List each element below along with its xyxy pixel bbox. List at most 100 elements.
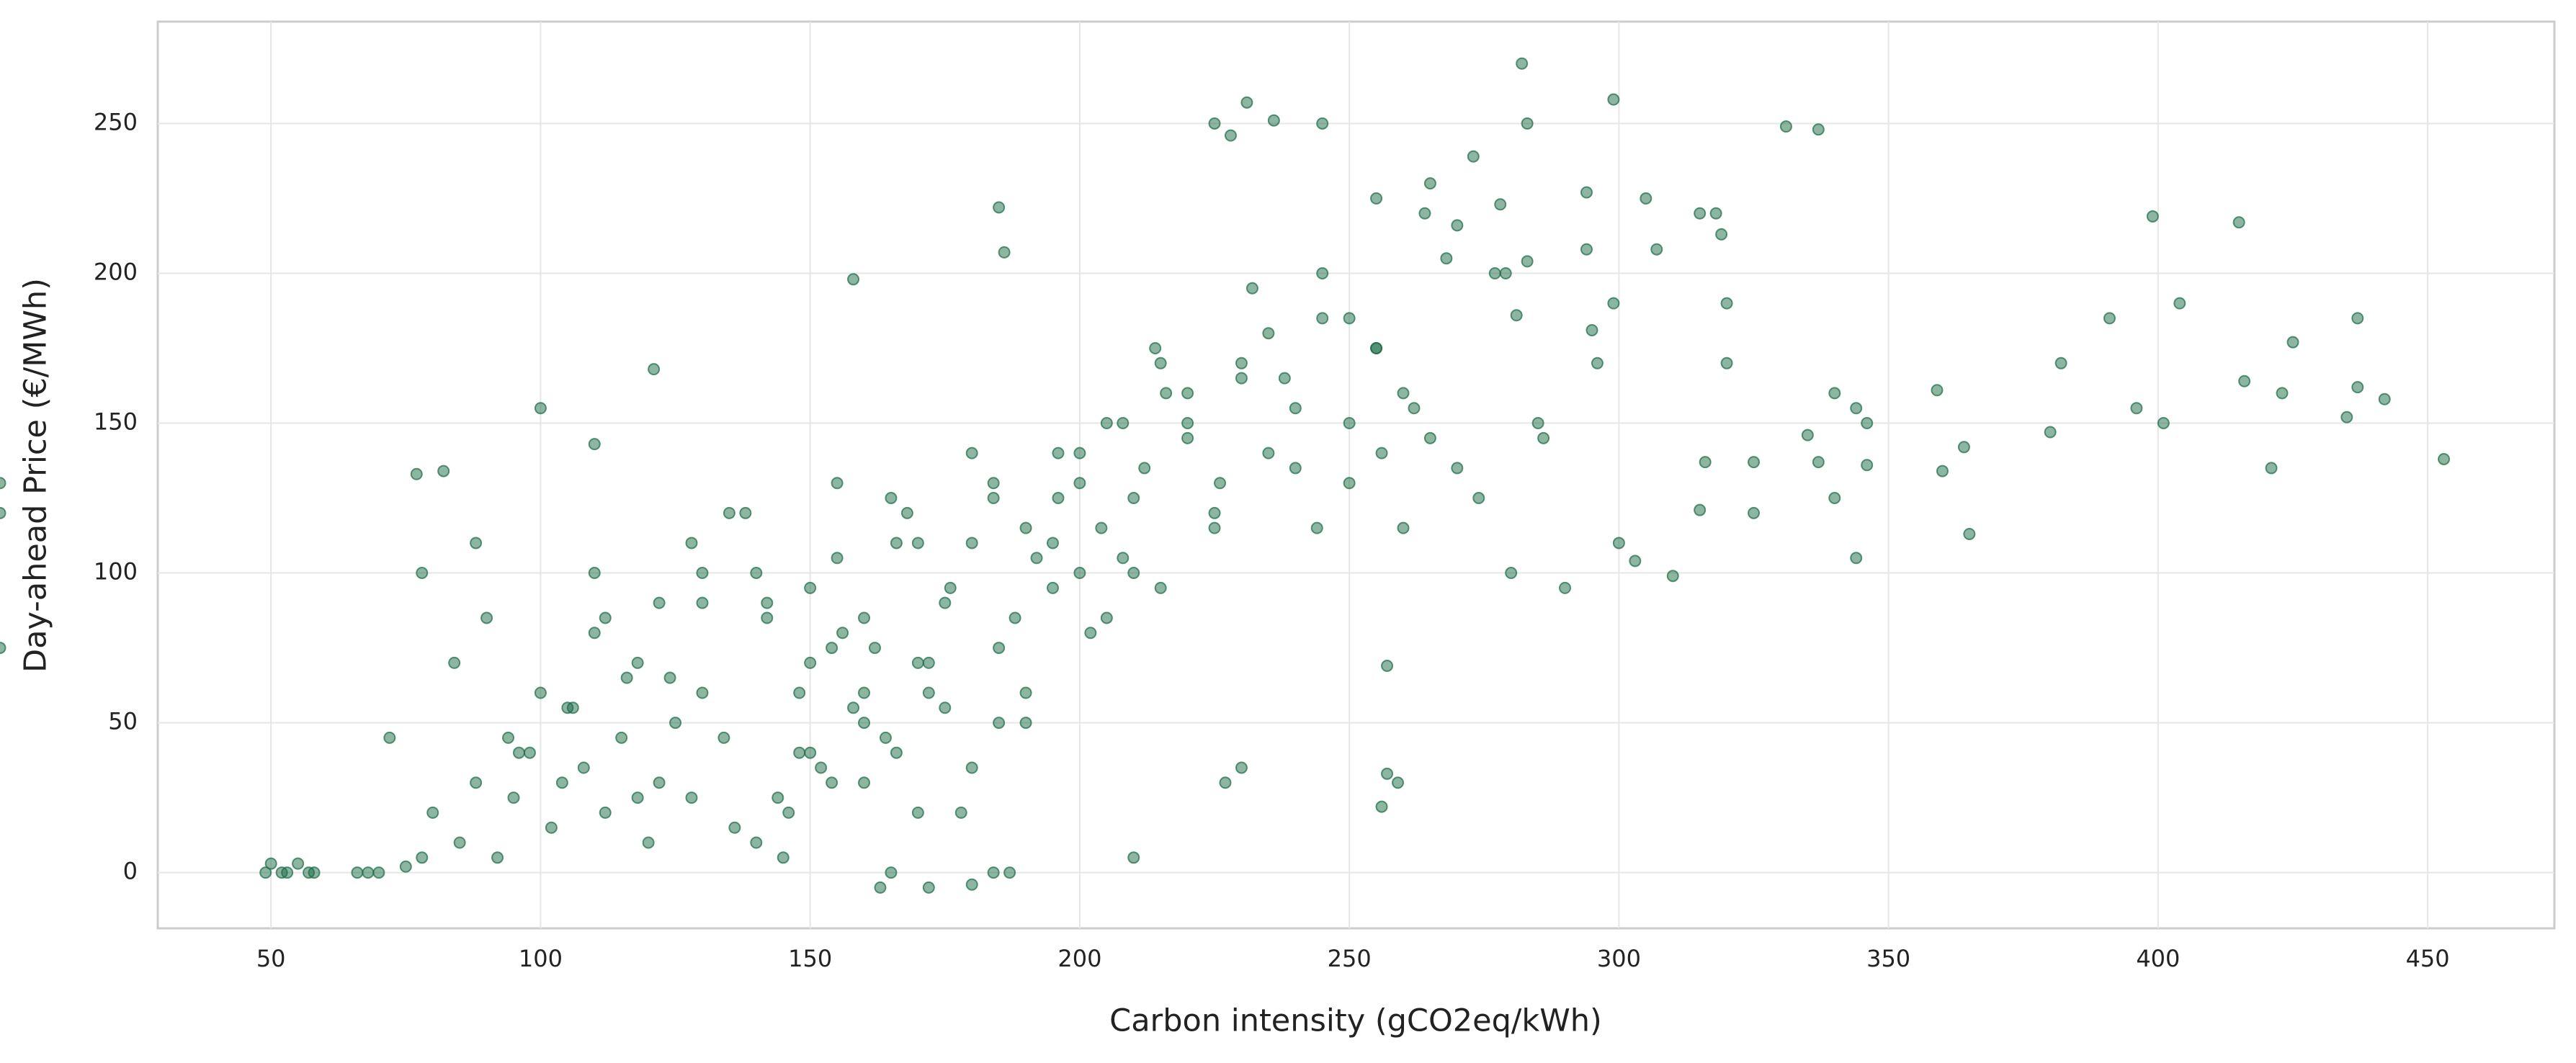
point: [480, 611, 493, 624]
point: [911, 656, 924, 669]
point: [2378, 393, 2391, 405]
point: [804, 746, 817, 759]
point: [885, 492, 898, 505]
point: [470, 537, 483, 550]
point: [663, 671, 676, 684]
point: [739, 506, 752, 519]
point: [507, 791, 520, 804]
point: [1666, 570, 1679, 583]
y-tick-label: 150: [94, 408, 138, 436]
point: [993, 201, 1006, 214]
point: [631, 791, 644, 804]
point: [965, 878, 978, 891]
points: [0, 57, 2451, 894]
point: [826, 642, 838, 655]
point: [1214, 477, 1227, 490]
point: [1127, 567, 1140, 580]
x-tick-label: 450: [2406, 945, 2450, 972]
point: [772, 791, 784, 804]
point: [847, 273, 860, 286]
point: [2146, 210, 2159, 223]
point: [399, 860, 412, 873]
point: [1289, 402, 1302, 415]
point: [1850, 552, 1863, 565]
point: [1957, 441, 1970, 454]
point: [1451, 219, 1464, 232]
point: [1694, 503, 1707, 516]
point: [534, 402, 547, 415]
point: [793, 686, 806, 699]
point: [512, 746, 525, 759]
point: [723, 506, 735, 519]
point: [588, 627, 601, 640]
point: [599, 806, 612, 819]
point: [1262, 447, 1275, 459]
x-tick-label: 350: [1866, 945, 1910, 972]
point: [696, 567, 709, 580]
point: [1828, 492, 1841, 505]
point: [831, 552, 844, 565]
point: [1046, 581, 1059, 594]
x-tick-label: 200: [1057, 945, 1101, 972]
point: [470, 776, 483, 789]
point: [1073, 477, 1086, 490]
point: [1208, 506, 1221, 519]
point: [1208, 521, 1221, 534]
point: [1370, 192, 1383, 205]
point: [2232, 216, 2245, 229]
point: [2044, 426, 2057, 439]
point: [1224, 129, 1237, 142]
point: [1488, 266, 1501, 279]
point: [577, 761, 590, 774]
point: [1720, 297, 1733, 310]
point: [1694, 207, 1707, 220]
point: [993, 642, 1006, 655]
point: [1100, 417, 1113, 430]
point: [858, 776, 871, 789]
point: [922, 686, 935, 699]
point: [1516, 57, 1529, 70]
point: [804, 581, 817, 594]
point: [1607, 93, 1620, 106]
point: [939, 701, 952, 714]
point: [1801, 429, 1814, 441]
point: [2438, 452, 2451, 465]
point: [965, 761, 978, 774]
x-tick-label: 100: [519, 945, 563, 972]
point: [1030, 552, 1043, 565]
point: [1208, 117, 1221, 130]
point: [1423, 177, 1436, 190]
point: [1154, 356, 1167, 369]
point: [1046, 537, 1059, 550]
point: [717, 731, 730, 744]
point: [1580, 243, 1593, 256]
point: [1127, 851, 1140, 864]
point: [1381, 767, 1394, 780]
point: [874, 881, 887, 894]
point: [1472, 492, 1485, 505]
x-tick-label: 250: [1328, 945, 1372, 972]
point: [1160, 387, 1173, 400]
point: [1262, 327, 1275, 340]
point: [911, 537, 924, 550]
point: [1095, 521, 1108, 534]
x-tick-label: 50: [256, 945, 286, 972]
point: [275, 866, 288, 879]
point: [1559, 581, 1572, 594]
point: [868, 642, 881, 655]
point: [1149, 342, 1162, 355]
point: [362, 866, 375, 879]
point: [1451, 462, 1464, 475]
point: [1699, 456, 1712, 469]
point: [890, 746, 903, 759]
point: [264, 857, 277, 870]
point: [922, 881, 935, 894]
point: [588, 567, 601, 580]
point: [2351, 381, 2364, 394]
point: [2286, 336, 2299, 349]
point: [1127, 492, 1140, 505]
point: [292, 857, 305, 870]
point: [987, 477, 1000, 490]
